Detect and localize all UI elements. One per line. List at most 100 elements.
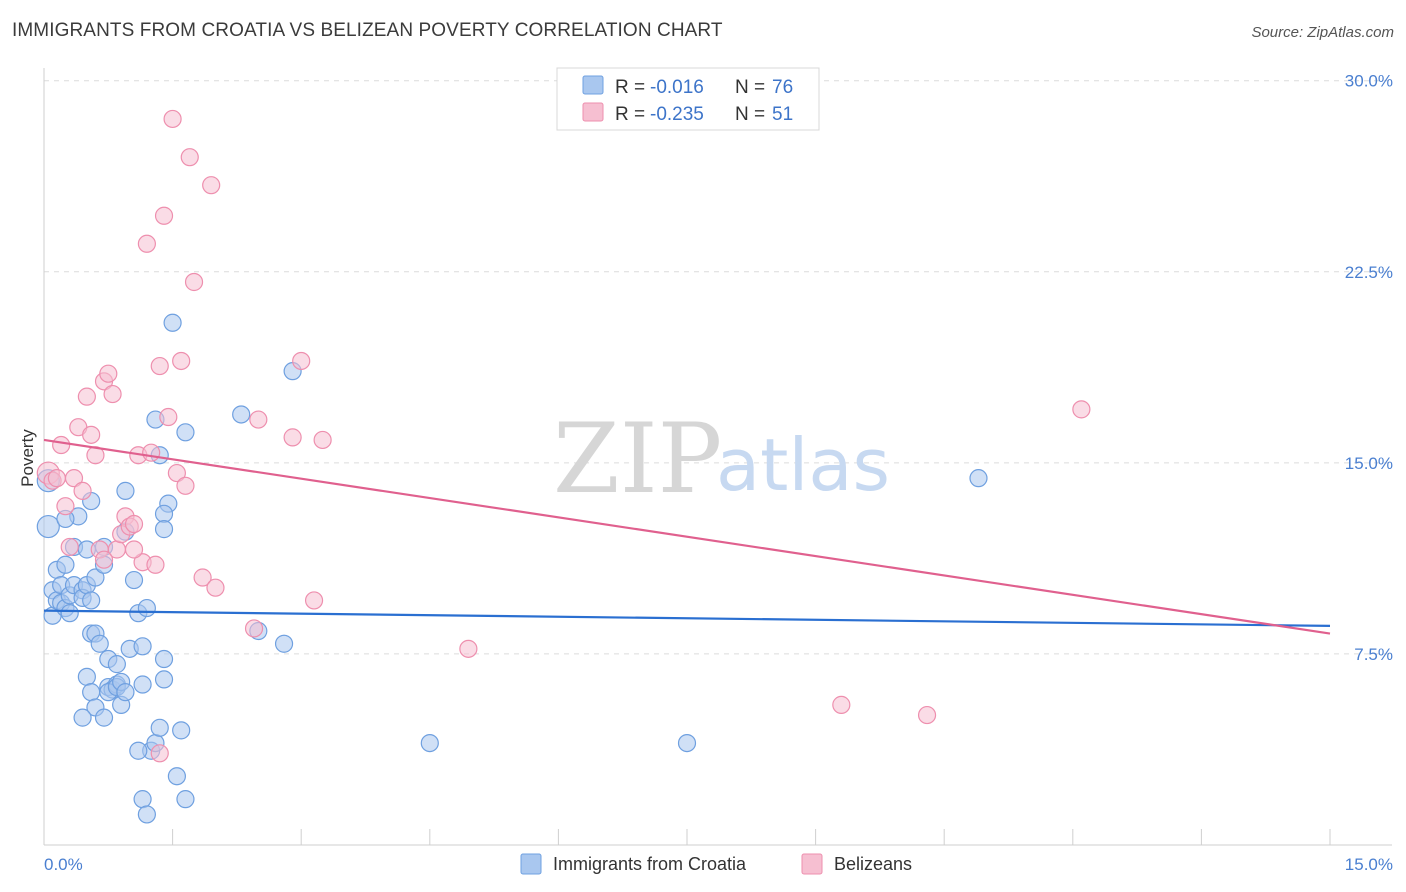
x-tick-labels: 0.0% 15.0% (44, 855, 1393, 874)
point-belizeans (193, 568, 212, 587)
point-belizeans (292, 351, 311, 371)
point-belizeans (244, 619, 264, 638)
point-croatia (36, 514, 60, 539)
stats-legend-r-label: R = (615, 77, 645, 98)
point-belizeans (304, 591, 324, 610)
point-belizeans (47, 469, 66, 488)
point-belizeans (180, 148, 199, 167)
y-tick-label: 30.0% (1345, 72, 1393, 91)
point-belizeans (77, 387, 96, 406)
legend-swatch-belizeans (801, 853, 823, 875)
grid-lines (44, 80, 1392, 655)
point-croatia (167, 767, 186, 786)
series-belizeans-points (36, 109, 1091, 763)
point-croatia (133, 790, 152, 809)
stats-legend-swatch-croatia (582, 75, 604, 95)
point-belizeans (154, 206, 174, 225)
point-croatia (154, 504, 174, 523)
point-croatia (154, 520, 174, 539)
chart-title: IMMIGRANTS FROM CROATIA VS BELIZEAN POVE… (12, 20, 723, 41)
point-croatia (137, 805, 156, 824)
point-belizeans (202, 176, 221, 195)
point-croatia (176, 423, 195, 442)
point-croatia (107, 655, 126, 674)
point-belizeans (313, 430, 332, 450)
point-belizeans (206, 578, 225, 597)
y-tick-labels: 7.5% 15.0% 22.5% 30.0% (1345, 72, 1393, 664)
point-belizeans (917, 705, 937, 725)
stats-legend-r-value: -0.016 (650, 77, 704, 98)
x-tick-label: 15.0% (1345, 855, 1393, 874)
trend-lines (43, 438, 1331, 635)
point-croatia (969, 469, 988, 488)
point-belizeans (283, 428, 302, 447)
series-croatia-points (36, 313, 988, 824)
point-belizeans (82, 425, 101, 444)
point-belizeans (163, 109, 182, 129)
y-tick-label: 15.0% (1345, 454, 1393, 473)
watermark-zip: ZIP (553, 403, 722, 515)
point-belizeans (249, 410, 268, 429)
trend-line-croatia (43, 609, 1331, 628)
point-croatia (154, 670, 174, 689)
axes (43, 68, 1392, 846)
stats-legend-n-label: N = (735, 77, 765, 98)
point-croatia (172, 721, 191, 740)
point-belizeans (150, 356, 169, 376)
point-croatia (82, 591, 101, 610)
point-croatia (94, 708, 114, 727)
point-belizeans (103, 384, 122, 404)
stats-legend-r-label: R = (615, 104, 645, 125)
point-croatia (86, 568, 105, 587)
point-croatia (150, 718, 169, 737)
y-tick-label: 7.5% (1354, 645, 1393, 664)
point-belizeans (172, 351, 191, 371)
watermark: ZIP atlas (553, 403, 890, 515)
point-croatia (274, 634, 294, 653)
point-croatia (129, 741, 148, 760)
point-croatia (137, 598, 156, 618)
point-belizeans (124, 514, 144, 534)
point-belizeans (124, 540, 144, 559)
point-belizeans (73, 481, 92, 500)
point-belizeans (146, 555, 165, 574)
point-belizeans (176, 476, 195, 495)
point-croatia (176, 790, 195, 809)
point-belizeans (150, 744, 169, 763)
point-belizeans (64, 469, 84, 488)
point-belizeans (99, 364, 118, 383)
point-croatia (677, 733, 697, 753)
point-croatia (73, 708, 92, 727)
legend-label-belizeans: Belizeans (834, 854, 912, 874)
watermark-atlas: atlas (716, 423, 890, 507)
y-tick-label: 22.5% (1345, 263, 1393, 282)
point-belizeans (56, 497, 75, 516)
point-croatia (82, 683, 101, 702)
y-axis-label: Poverty (18, 429, 37, 487)
chart-source: Source: ZipAtlas.com (1251, 24, 1394, 41)
legend-swatch-croatia (520, 853, 542, 875)
point-croatia (116, 481, 135, 500)
x-tick-label: 0.0% (44, 855, 83, 874)
point-belizeans (60, 537, 79, 557)
point-belizeans (832, 695, 851, 714)
trend-line-belizeans (43, 438, 1331, 635)
point-croatia (232, 405, 251, 424)
point-croatia (133, 637, 152, 656)
point-belizeans (1072, 400, 1091, 419)
point-croatia (154, 649, 174, 669)
point-croatia (163, 313, 182, 332)
point-belizeans (137, 234, 156, 253)
point-belizeans (167, 463, 186, 483)
stats-legend-n-value: 76 (772, 77, 793, 98)
point-croatia (116, 683, 135, 702)
point-croatia (56, 555, 75, 574)
point-belizeans (159, 407, 178, 427)
point-belizeans (184, 272, 204, 292)
point-croatia (124, 570, 144, 590)
point-belizeans (142, 443, 161, 462)
point-croatia (60, 604, 79, 623)
point-croatia (420, 733, 439, 753)
stats-legend-n-label: N = (735, 104, 765, 125)
